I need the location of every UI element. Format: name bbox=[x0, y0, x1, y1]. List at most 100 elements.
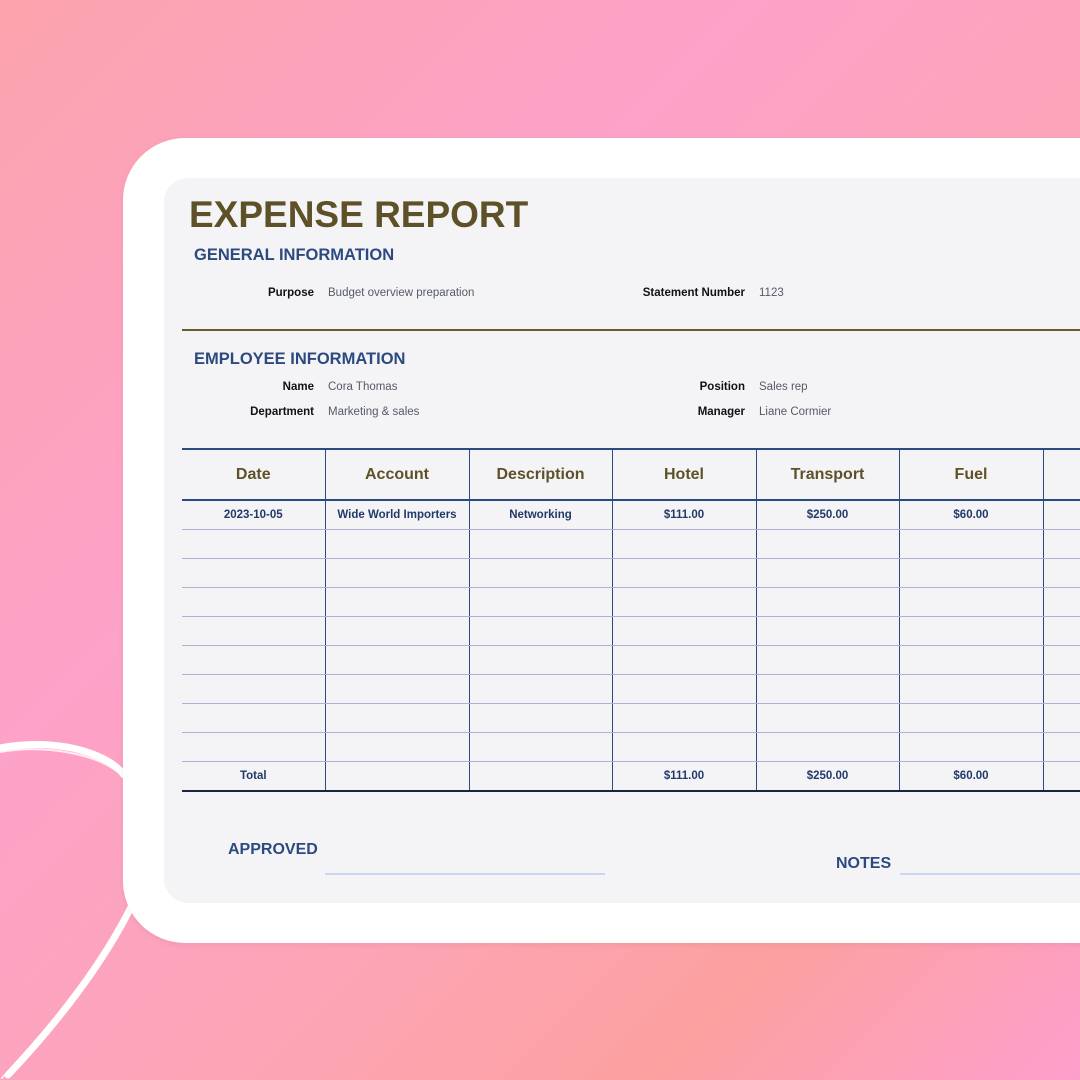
table-cell[interactable] bbox=[182, 674, 326, 704]
table-cell[interactable] bbox=[898, 558, 1044, 588]
table-cell[interactable]: 2023-10-05 bbox=[182, 500, 326, 530]
table-header-row: Date Account Description Hotel Transport… bbox=[182, 448, 1080, 501]
name-value[interactable]: Cora Thomas bbox=[328, 381, 398, 393]
table-cell[interactable] bbox=[468, 587, 613, 617]
table-cell[interactable] bbox=[468, 732, 613, 762]
table-cell[interactable] bbox=[468, 616, 613, 646]
table-cell[interactable] bbox=[898, 732, 1044, 762]
total-hotel: $111.00 bbox=[611, 761, 757, 792]
approved-label: APPROVED bbox=[228, 841, 318, 858]
approved-signature-line[interactable] bbox=[325, 873, 605, 875]
table-cell[interactable] bbox=[468, 645, 613, 675]
table-cell[interactable] bbox=[1042, 703, 1080, 733]
table-cell[interactable] bbox=[182, 616, 326, 646]
table-row bbox=[182, 645, 1080, 675]
table-cell[interactable] bbox=[324, 645, 470, 675]
table-cell[interactable] bbox=[611, 732, 757, 762]
table-cell[interactable] bbox=[324, 674, 470, 704]
table-cell[interactable] bbox=[1042, 645, 1080, 675]
table-row bbox=[182, 587, 1080, 617]
table-cell[interactable] bbox=[1042, 587, 1080, 617]
table-cell[interactable] bbox=[898, 529, 1044, 559]
table-cell[interactable] bbox=[324, 616, 470, 646]
table-cell[interactable] bbox=[1042, 732, 1080, 762]
notes-line[interactable] bbox=[900, 873, 1080, 875]
table-row bbox=[182, 616, 1080, 646]
table-cell[interactable] bbox=[755, 732, 900, 762]
department-value[interactable]: Marketing & sales bbox=[328, 406, 420, 418]
table-cell[interactable] bbox=[755, 645, 900, 675]
table-row bbox=[182, 674, 1080, 704]
table-cell[interactable] bbox=[182, 587, 326, 617]
table-cell[interactable] bbox=[755, 616, 900, 646]
section-divider bbox=[182, 329, 1080, 331]
total-row: Total $111.00 $250.00 $60.00 bbox=[182, 761, 1080, 792]
table-cell[interactable]: $250.00 bbox=[755, 500, 900, 530]
table-cell[interactable] bbox=[611, 558, 757, 588]
table-cell[interactable] bbox=[755, 558, 900, 588]
table-cell[interactable]: Wide World Importers bbox=[324, 500, 470, 530]
table-cell[interactable] bbox=[898, 703, 1044, 733]
table-cell[interactable] bbox=[1042, 500, 1080, 530]
position-label: Position bbox=[699, 381, 745, 393]
total-transport: $250.00 bbox=[755, 761, 900, 792]
table-cell[interactable] bbox=[755, 674, 900, 704]
position-value[interactable]: Sales rep bbox=[759, 381, 808, 393]
table-cell[interactable] bbox=[755, 703, 900, 733]
table-cell[interactable] bbox=[898, 674, 1044, 704]
purpose-label: Purpose bbox=[267, 287, 314, 299]
table-cell[interactable] bbox=[324, 703, 470, 733]
table-cell[interactable] bbox=[324, 558, 470, 588]
column-header-transport[interactable]: Transport bbox=[755, 448, 900, 501]
table-row bbox=[182, 558, 1080, 588]
column-header-description[interactable]: Description bbox=[468, 448, 613, 501]
table-cell[interactable] bbox=[468, 558, 613, 588]
purpose-value[interactable]: Budget overview preparation bbox=[328, 287, 475, 299]
table-cell[interactable] bbox=[611, 529, 757, 559]
table-cell[interactable] bbox=[611, 645, 757, 675]
table-cell[interactable] bbox=[898, 645, 1044, 675]
table-cell[interactable] bbox=[324, 732, 470, 762]
table-cell[interactable] bbox=[1042, 529, 1080, 559]
table-cell[interactable] bbox=[611, 674, 757, 704]
table-row bbox=[182, 732, 1080, 762]
table-row bbox=[182, 703, 1080, 733]
notes-label: NOTES bbox=[836, 855, 892, 872]
table-cell[interactable] bbox=[182, 558, 326, 588]
table-cell[interactable] bbox=[1042, 674, 1080, 704]
table-cell[interactable] bbox=[324, 529, 470, 559]
column-header-hotel[interactable]: Hotel bbox=[611, 448, 757, 501]
statement-number-value[interactable]: 1123 bbox=[759, 287, 784, 299]
employee-information-heading: EMPLOYEE INFORMATION bbox=[194, 350, 406, 368]
table-cell[interactable]: Networking bbox=[468, 500, 613, 530]
column-header-truncated[interactable] bbox=[1042, 448, 1080, 501]
table-cell[interactable] bbox=[182, 732, 326, 762]
table-cell[interactable] bbox=[182, 703, 326, 733]
column-header-account[interactable]: Account bbox=[324, 448, 470, 501]
table-cell[interactable] bbox=[468, 674, 613, 704]
table-cell[interactable] bbox=[898, 616, 1044, 646]
table-cell[interactable] bbox=[182, 645, 326, 675]
table-cell[interactable] bbox=[611, 703, 757, 733]
table-cell[interactable] bbox=[324, 587, 470, 617]
table-cell[interactable] bbox=[182, 529, 326, 559]
table-cell[interactable]: $60.00 bbox=[898, 500, 1044, 530]
statement-number-label: Statement Number bbox=[642, 287, 745, 299]
table-cell[interactable] bbox=[1042, 616, 1080, 646]
manager-value[interactable]: Liane Cormier bbox=[759, 406, 832, 418]
column-header-date[interactable]: Date bbox=[182, 448, 326, 501]
table-cell[interactable] bbox=[898, 587, 1044, 617]
table-cell[interactable] bbox=[611, 616, 757, 646]
table-cell[interactable] bbox=[1042, 558, 1080, 588]
table-cell[interactable] bbox=[468, 529, 613, 559]
general-information-heading: GENERAL INFORMATION bbox=[194, 246, 395, 264]
table-cell[interactable] bbox=[611, 587, 757, 617]
expense-report-sheet: EXPENSE REPORT GENERAL INFORMATION Purpo… bbox=[164, 178, 1080, 903]
column-header-fuel[interactable]: Fuel bbox=[898, 448, 1044, 501]
table-row bbox=[182, 529, 1080, 559]
table-cell[interactable]: $111.00 bbox=[611, 500, 757, 530]
table-cell[interactable] bbox=[755, 529, 900, 559]
table-cell[interactable] bbox=[755, 587, 900, 617]
expense-table: Date Account Description Hotel Transport… bbox=[182, 448, 1080, 792]
table-cell[interactable] bbox=[468, 703, 613, 733]
